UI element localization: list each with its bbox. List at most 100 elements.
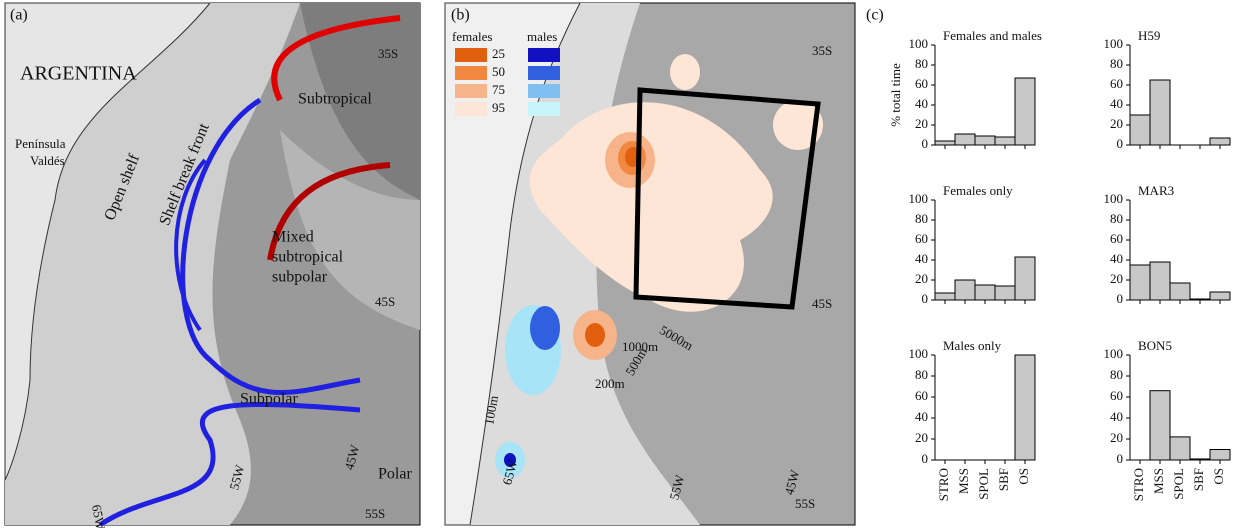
chart-title: Males only (943, 338, 1002, 353)
y-tick-label: 40 (1110, 409, 1123, 424)
x-tick-label: OS (1211, 468, 1226, 485)
y-tick-label: 80 (1110, 367, 1123, 382)
bar (975, 136, 995, 145)
x-tick-label: SPOL (1171, 468, 1186, 500)
figure: (a) ARGENTINA Península Valdés Open shel… (0, 0, 1247, 528)
x-tick-label: MSS (1151, 468, 1166, 494)
legend-swatch (455, 84, 487, 98)
y-tick-label: 80 (915, 56, 928, 71)
y-tick-label: 0 (1117, 451, 1124, 466)
map-a: (a) ARGENTINA Península Valdés Open shel… (5, 3, 420, 528)
y-tick-label: 20 (915, 430, 928, 445)
zone-label: subpolar (272, 269, 328, 286)
lat-label: 45S (812, 296, 832, 311)
y-tick-label: 60 (1110, 76, 1123, 91)
chart-title: MAR3 (1138, 183, 1174, 198)
legend-swatch (528, 102, 560, 116)
y-tick-label: 20 (1110, 430, 1123, 445)
y-tick-label: 20 (1110, 116, 1123, 131)
y-tick-label: 100 (909, 191, 929, 206)
y-tick-label: 80 (915, 211, 928, 226)
legend-title: females (452, 29, 492, 44)
y-tick-label: 20 (915, 116, 928, 131)
legend-swatch (455, 66, 487, 80)
x-tick-label: MSS (956, 468, 971, 494)
legend-swatch (455, 102, 487, 116)
y-tick-label: 60 (915, 76, 928, 91)
y-tick-label: 60 (915, 388, 928, 403)
place-label: Valdés (30, 153, 65, 168)
panel-label: (a) (10, 7, 28, 24)
y-tick-label: 0 (922, 451, 929, 466)
depth-label: 200m (595, 376, 625, 391)
zone-label: Polar (378, 466, 412, 483)
bar (995, 286, 1015, 300)
page: (a) ARGENTINA Península Valdés Open shel… (0, 0, 1247, 528)
bar (935, 293, 955, 300)
bar (1170, 437, 1190, 460)
chart-title: Females only (943, 183, 1013, 198)
x-tick-label: OS (1016, 468, 1031, 485)
bar (975, 285, 995, 300)
y-tick-label: 40 (915, 96, 928, 111)
y-tick-label: 0 (1117, 136, 1124, 151)
bar (935, 141, 955, 145)
x-tick-label: STRO (1131, 468, 1146, 501)
lat-label: 45S (375, 294, 395, 309)
country-label: ARGENTINA (20, 63, 137, 85)
y-tick-label: 20 (915, 271, 928, 286)
bar (1190, 459, 1210, 460)
y-tick-label: 60 (1110, 231, 1123, 246)
bar (1150, 391, 1170, 460)
bar (1015, 355, 1035, 460)
lat-label: 55S (365, 506, 385, 521)
y-axis-label: % total time (888, 63, 903, 127)
y-tick-label: 20 (1110, 271, 1123, 286)
zone-label: Mixed (272, 229, 314, 246)
bar (1210, 450, 1230, 461)
bar (1150, 262, 1170, 300)
male-50 (530, 306, 560, 350)
zone-label: subtropical (272, 249, 344, 266)
legend-label: 50 (492, 64, 505, 79)
lat-label: 55S (795, 496, 815, 511)
y-tick-label: 0 (1117, 291, 1124, 306)
bar (1170, 283, 1190, 300)
x-tick-label: SPOL (976, 468, 991, 500)
y-tick-label: 40 (1110, 251, 1123, 266)
y-tick-label: 100 (1104, 36, 1124, 51)
bar (1210, 292, 1230, 300)
bar (1210, 138, 1230, 145)
bar (955, 280, 975, 300)
bar (1150, 80, 1170, 145)
bar (1015, 78, 1035, 145)
legend-swatch (528, 48, 560, 62)
panel-label: (b) (451, 7, 470, 24)
y-tick-label: 80 (1110, 56, 1123, 71)
y-tick-label: 60 (1110, 388, 1123, 403)
bar (1190, 299, 1210, 300)
bar (955, 134, 975, 145)
female-95 (670, 54, 700, 90)
bar (1130, 265, 1150, 300)
legend-swatch (528, 66, 560, 80)
chart-title: BON5 (1138, 338, 1172, 353)
legend-swatch (455, 48, 487, 62)
bar (1015, 257, 1035, 300)
chart-title: Females and males (943, 28, 1042, 43)
y-tick-label: 100 (909, 346, 929, 361)
x-tick-label: SBF (996, 468, 1011, 491)
lat-label: 35S (812, 43, 832, 58)
y-tick-label: 100 (1104, 191, 1124, 206)
panel-label: (c) (866, 7, 884, 24)
y-tick-label: 80 (1110, 211, 1123, 226)
y-tick-label: 100 (909, 36, 929, 51)
zone-label: Subtropical (298, 91, 372, 108)
legend-title: males (527, 29, 557, 44)
bar (1130, 115, 1150, 145)
legend-label: 25 (492, 46, 505, 61)
chart-title: H59 (1138, 28, 1160, 43)
y-tick-label: 100 (1104, 346, 1124, 361)
bar (995, 137, 1015, 145)
